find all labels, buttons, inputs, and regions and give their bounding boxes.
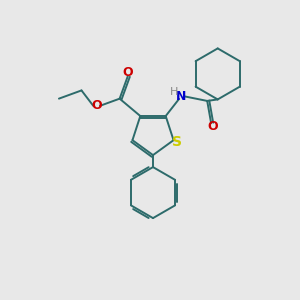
Text: N: N: [176, 90, 186, 103]
Text: O: O: [91, 99, 102, 112]
Text: O: O: [122, 66, 133, 79]
Text: H: H: [170, 87, 178, 97]
Text: O: O: [207, 120, 218, 133]
Text: S: S: [172, 135, 182, 149]
